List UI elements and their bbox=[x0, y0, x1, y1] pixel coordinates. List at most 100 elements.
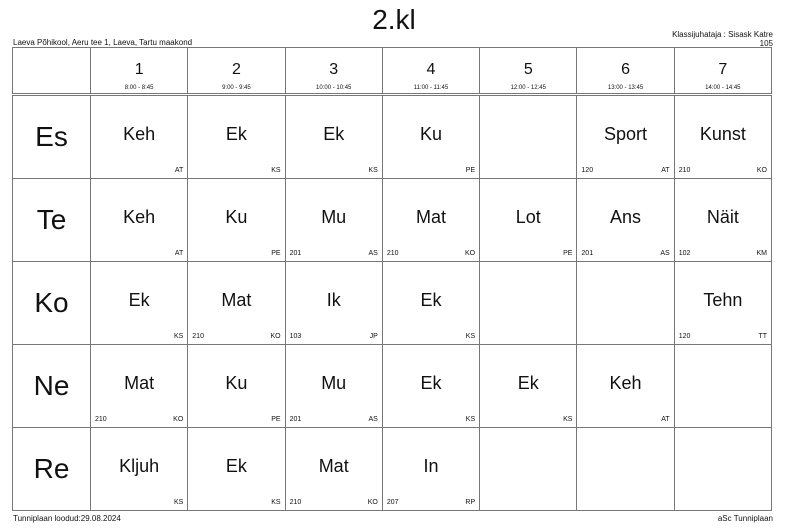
period-time: 8:00 - 8:45 bbox=[124, 84, 154, 91]
lesson-subject: Ek bbox=[225, 124, 247, 144]
lesson-teacher: RP bbox=[465, 499, 476, 506]
period-header: 2 9:00 - 9:45 bbox=[187, 47, 286, 96]
lesson-teacher: KS bbox=[173, 333, 184, 340]
lesson-teacher: KO bbox=[465, 250, 476, 257]
period-header: 1 8:00 - 8:45 bbox=[89, 47, 189, 96]
period-time: 10:00 - 10:45 bbox=[316, 84, 352, 91]
empty-cell bbox=[673, 427, 773, 511]
lesson-subject: Sport bbox=[604, 124, 648, 144]
lesson-cell: Keh AT bbox=[89, 94, 189, 179]
lesson-teacher: KO bbox=[270, 333, 281, 340]
period-header: 3 10:00 - 10:45 bbox=[284, 47, 383, 96]
lesson-teacher: JP bbox=[369, 333, 378, 340]
school-address: Laeva Põhikool, Aeru tee 1, Laeva, Tartu… bbox=[13, 38, 193, 47]
lesson-subject: Ik bbox=[326, 290, 341, 310]
lesson-teacher: KO bbox=[756, 167, 767, 174]
class-room: 105 bbox=[759, 39, 773, 48]
lesson-subject: Ek bbox=[128, 290, 150, 310]
lesson-subject: In bbox=[423, 456, 439, 476]
lesson-teacher: KS bbox=[368, 167, 378, 174]
lesson-cell: In 207 RP bbox=[381, 427, 481, 511]
lesson-subject: Mat bbox=[124, 373, 155, 393]
lesson-subject: Mat bbox=[318, 456, 349, 476]
lesson-cell: Ku PE bbox=[187, 178, 286, 262]
lesson-teacher: TT bbox=[758, 333, 767, 340]
day-row: Es Keh AT Ek KS Ek KS Ku PE Sport 120 AT Kunst 210 KO bbox=[12, 94, 773, 179]
lesson-teacher: AT bbox=[174, 167, 184, 174]
period-time: 13:00 - 13:45 bbox=[607, 84, 644, 91]
lesson-subject: Keh bbox=[609, 373, 642, 393]
period-header: 6 13:00 - 13:45 bbox=[576, 47, 675, 96]
lesson-cell: Ek KS bbox=[187, 94, 286, 179]
lesson-cell: Ek KS bbox=[479, 344, 578, 428]
lesson-subject: Kunst bbox=[699, 124, 746, 144]
created-date: Tunniplaan loodud:29.08.2024 bbox=[13, 514, 121, 523]
period-number: 5 bbox=[523, 60, 533, 78]
lesson-teacher: AT bbox=[174, 250, 184, 257]
lesson-subject: Ku bbox=[225, 207, 248, 227]
lesson-cell: Lot PE bbox=[479, 178, 578, 262]
lesson-room: 103 bbox=[289, 333, 302, 340]
period-header: 7 14:00 - 14:45 bbox=[673, 47, 773, 96]
day-name: Ko bbox=[12, 261, 91, 345]
period-number: 7 bbox=[718, 60, 728, 78]
lesson-room: 102 bbox=[678, 250, 691, 257]
lesson-subject: Mat bbox=[221, 290, 252, 310]
lesson-cell: Ek KS bbox=[381, 344, 481, 428]
lesson-cell: Ku PE bbox=[381, 94, 481, 179]
lesson-teacher: KS bbox=[271, 167, 281, 174]
class-teacher-info: Klassijuhataja : Sisask Katre 105 bbox=[672, 30, 773, 48]
lesson-cell: Keh AT bbox=[89, 178, 189, 262]
lesson-cell: Sport 120 AT bbox=[576, 94, 675, 179]
lesson-subject: Lot bbox=[515, 207, 541, 227]
lesson-room: 201 bbox=[289, 250, 302, 257]
period-header: 5 12:00 - 12:45 bbox=[479, 47, 578, 96]
lesson-room: 210 bbox=[678, 167, 691, 174]
lesson-cell: Ek KS bbox=[381, 261, 481, 345]
lesson-teacher: PE bbox=[465, 167, 476, 174]
period-number: 1 bbox=[134, 60, 144, 78]
lesson-cell: Kljuh KS bbox=[89, 427, 189, 511]
lesson-room: 120 bbox=[678, 333, 691, 340]
lesson-teacher: AS bbox=[368, 250, 378, 257]
lesson-cell: Näit 102 KM bbox=[673, 178, 773, 262]
lesson-room: 210 bbox=[95, 416, 107, 423]
lesson-cell: Mu 201 AS bbox=[284, 344, 383, 428]
lesson-teacher: AT bbox=[661, 416, 670, 423]
empty-cell bbox=[576, 427, 675, 511]
day-row: Ko Ek KS Mat 210 KO Ik 103 JP Ek KS Tehn 120 TT bbox=[12, 261, 773, 345]
lesson-subject: Keh bbox=[123, 124, 156, 144]
empty-cell bbox=[479, 261, 578, 345]
lesson-teacher: AT bbox=[661, 167, 670, 174]
day-name: Te bbox=[12, 178, 91, 262]
lesson-room: 210 bbox=[289, 499, 302, 506]
software-credit: aSc Tunniplaan bbox=[717, 514, 773, 523]
lesson-teacher: KS bbox=[271, 499, 281, 506]
timetable-grid: 1 8:00 - 8:45 2 9:00 - 9:45 3 10:00 - 10:45 4 1… bbox=[12, 47, 773, 511]
period-header-row: 1 8:00 - 8:45 2 9:00 - 9:45 3 10:00 - 10:45 4 1… bbox=[12, 47, 773, 96]
corner-cell bbox=[12, 47, 91, 96]
day-row: Te Keh AT Ku PE Mu 201 AS Mat 210 KO Lot PE Ans 201 AS N… bbox=[12, 178, 773, 262]
period-number: 6 bbox=[621, 60, 630, 78]
period-number: 2 bbox=[231, 60, 241, 78]
lesson-subject: Ek bbox=[517, 373, 539, 393]
day-name: Re bbox=[12, 427, 91, 511]
lesson-cell: Mat 210 KO bbox=[89, 344, 189, 428]
period-header: 4 11:00 - 11:45 bbox=[381, 47, 481, 96]
lesson-subject: Keh bbox=[123, 207, 156, 227]
lesson-cell: Ek KS bbox=[187, 427, 286, 511]
lesson-teacher: KS bbox=[465, 416, 476, 423]
lesson-cell: Mat 210 KO bbox=[381, 178, 481, 262]
lesson-cell: Mat 210 KO bbox=[187, 261, 286, 345]
lesson-subject: Ku bbox=[419, 124, 442, 144]
page-title: 2.kl bbox=[372, 4, 416, 35]
lesson-teacher: KS bbox=[563, 416, 573, 423]
day-name: Es bbox=[12, 94, 91, 179]
period-time: 9:00 - 9:45 bbox=[222, 84, 251, 91]
lesson-subject: Mu bbox=[321, 373, 347, 393]
lesson-room: 210 bbox=[386, 250, 399, 257]
lesson-room: 120 bbox=[581, 167, 594, 174]
lesson-cell: Ek KS bbox=[89, 261, 189, 345]
empty-cell bbox=[479, 427, 578, 511]
